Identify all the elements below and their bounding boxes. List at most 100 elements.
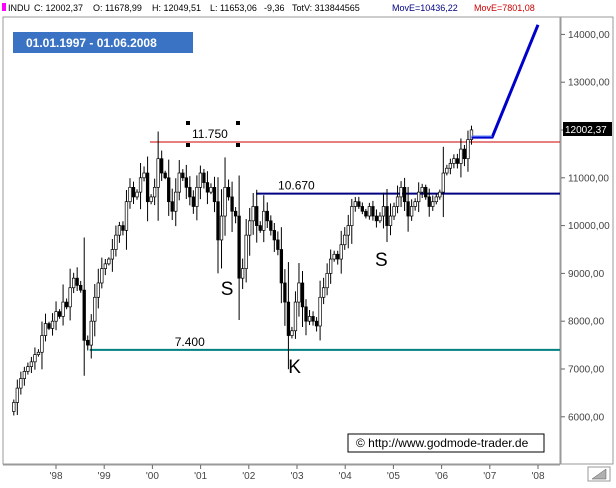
candle [188, 176, 192, 206]
candle-body-up [149, 196, 153, 203]
candle-body-down [272, 230, 276, 241]
candle [399, 181, 403, 208]
candle [445, 164, 449, 176]
candle-body-up [321, 287, 326, 298]
candle-body-up [100, 268, 104, 284]
x-tick-label: '99 [98, 471, 111, 482]
candle-body-up [152, 187, 157, 198]
candle [75, 267, 79, 291]
candle-body-down [181, 172, 185, 179]
support_low-label: 7.400 [175, 335, 205, 349]
candle [89, 314, 93, 359]
candle [93, 284, 97, 337]
candle [142, 166, 146, 182]
candle-body-up [43, 323, 48, 336]
candle [50, 313, 55, 336]
handle-br [236, 143, 240, 147]
selection-handles [186, 121, 240, 147]
candle-body-up [93, 296, 97, 322]
candle [395, 185, 400, 214]
candle-body-down [427, 196, 431, 207]
x-tick-label: '01 [194, 471, 207, 482]
candle-body-down [300, 282, 305, 308]
candle-body-up [117, 225, 122, 236]
candle [364, 208, 368, 219]
candle [181, 169, 185, 181]
candle [318, 280, 322, 341]
candle-body-down [82, 289, 86, 341]
candle [346, 214, 350, 249]
x-tick-label: '08 [531, 471, 544, 482]
candle-body-down [79, 285, 83, 291]
candle-body-up [466, 139, 470, 160]
candle [107, 257, 111, 266]
candle-body-down [205, 182, 210, 193]
candle [466, 130, 470, 172]
candle-body-down [170, 201, 174, 212]
candles [12, 125, 474, 416]
candle [311, 311, 315, 326]
candle [434, 193, 438, 205]
candle [367, 202, 372, 220]
x-tick-label: '05 [387, 471, 400, 482]
candle-body-up [26, 366, 30, 372]
candle [114, 225, 118, 257]
candle [64, 298, 69, 310]
candle-body-up [420, 187, 424, 193]
candle-body-down [304, 306, 308, 322]
x-tick-label: '00 [146, 471, 159, 482]
candle [269, 215, 273, 236]
header-change: -9,36 [264, 3, 285, 13]
candle-body-up [350, 206, 354, 226]
candle-body-down [145, 172, 150, 203]
candle [72, 272, 76, 294]
candle [374, 209, 379, 228]
candle-body-up [54, 311, 58, 322]
candle [276, 231, 280, 256]
candle [314, 317, 319, 332]
header-volume: TotV: 313844565 [292, 3, 360, 13]
candle-body-up [409, 206, 414, 217]
candle-body-up [135, 191, 139, 198]
candle [409, 199, 414, 221]
x-tick-label: '98 [49, 471, 62, 482]
pattern-label-s: S [375, 250, 388, 271]
candle [353, 197, 357, 212]
candle [22, 366, 27, 386]
candle-body-up [399, 187, 403, 198]
candle [283, 269, 287, 326]
candle [424, 184, 428, 200]
candle [371, 200, 375, 221]
candle [262, 195, 266, 243]
pattern-label-k: K [288, 357, 301, 378]
candle-body-down [216, 201, 220, 241]
candle-body-up [395, 196, 400, 207]
pattern-label-s: S [221, 279, 234, 300]
candle-body-up [195, 187, 199, 207]
candle-body-down [279, 249, 284, 284]
candle-body-down [237, 215, 241, 279]
candle [417, 182, 421, 213]
candle [251, 192, 255, 235]
candle-body-up [177, 172, 181, 193]
candle [167, 159, 171, 216]
candle-body-down [47, 323, 51, 329]
candle-body-down [314, 320, 319, 327]
candle [219, 189, 224, 269]
candle [135, 189, 139, 200]
candle-body-down [406, 201, 410, 217]
candle [300, 271, 305, 328]
x-tick-label: '04 [339, 471, 352, 482]
candle [438, 189, 442, 200]
candle-body-up [96, 282, 100, 298]
projection-path[interactable] [471, 24, 540, 139]
candle [332, 250, 336, 262]
annotations: S K S [221, 250, 388, 378]
candle [402, 177, 407, 211]
candle-body-down [374, 215, 379, 222]
candle [19, 371, 23, 395]
candle [420, 183, 424, 199]
candle-body-up [438, 191, 442, 198]
resize-grip-icon[interactable] [587, 466, 611, 482]
